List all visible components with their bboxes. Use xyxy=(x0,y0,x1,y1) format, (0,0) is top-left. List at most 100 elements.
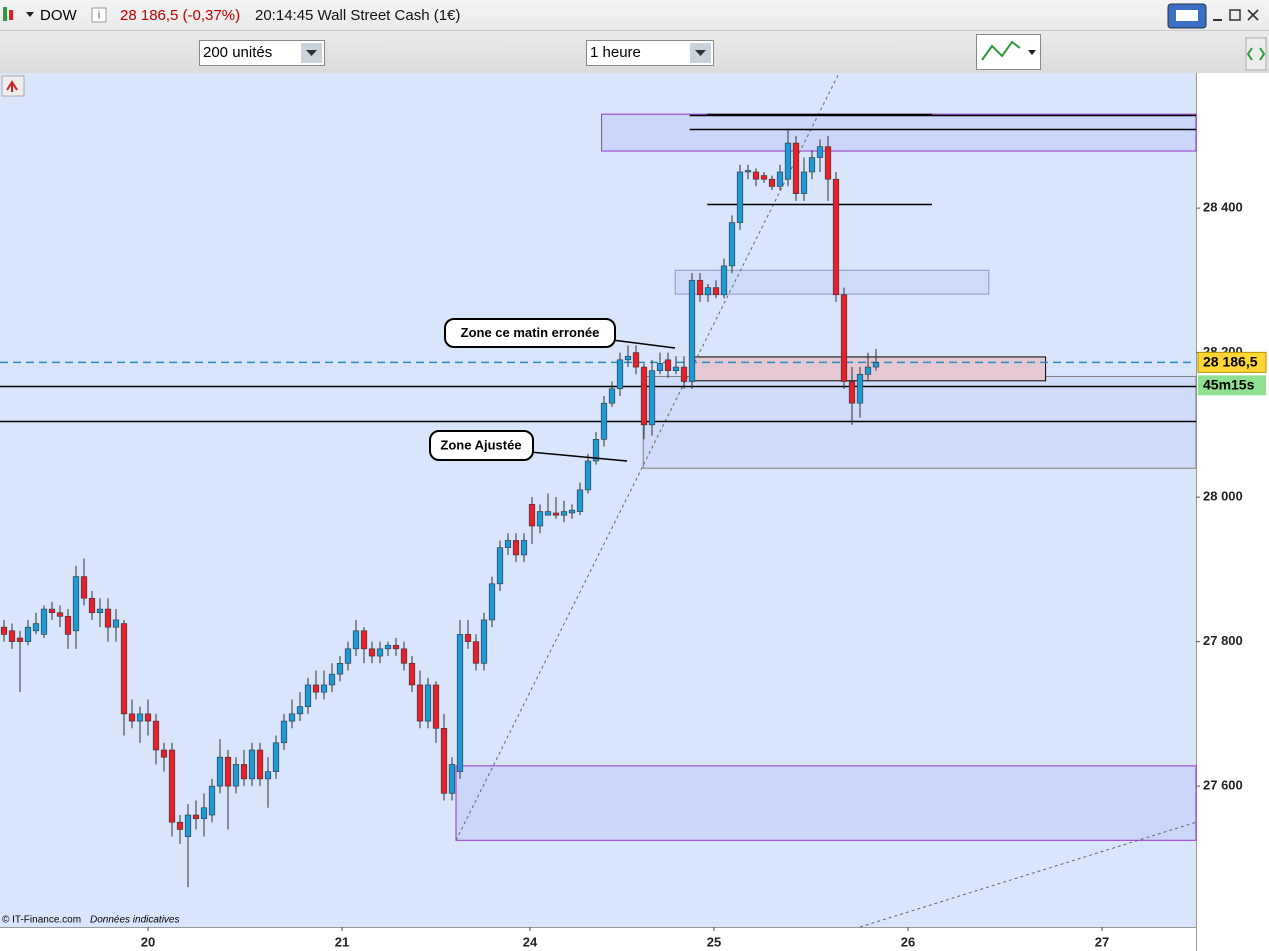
candle-body xyxy=(392,644,400,650)
dropdown-arrow[interactable] xyxy=(26,12,34,17)
annotation-box xyxy=(429,430,534,461)
candle-body xyxy=(728,222,736,267)
candle-body xyxy=(536,511,544,527)
icon xyxy=(981,40,1021,61)
candle-body xyxy=(816,146,824,158)
y-tick-label: 28 400 xyxy=(1203,200,1243,215)
candle-body xyxy=(152,720,160,751)
info-button[interactable] xyxy=(91,7,107,23)
candle-body xyxy=(616,359,624,390)
candle-body xyxy=(96,608,104,614)
candle-body xyxy=(416,684,424,722)
candle-body xyxy=(120,623,128,715)
price-label: 28 186,5 xyxy=(1203,354,1258,370)
icon xyxy=(3,7,7,21)
x-tick-label: 25 xyxy=(707,934,721,949)
candle-body xyxy=(808,157,816,173)
y-tick-label: 28 000 xyxy=(1203,489,1243,504)
candle-body xyxy=(784,142,792,180)
candle-body xyxy=(584,460,592,491)
icon xyxy=(6,80,18,92)
candle-body xyxy=(376,648,384,657)
period-label: 1 heure xyxy=(590,44,641,61)
candle-body xyxy=(72,576,80,632)
x-tick-label: 24 xyxy=(523,934,538,949)
candle-body xyxy=(248,749,256,780)
candle-body xyxy=(712,287,720,296)
candle-body xyxy=(264,771,272,780)
dropdown-arrow xyxy=(1028,50,1036,55)
timer: 45m15s xyxy=(1203,377,1255,393)
lines xyxy=(0,74,1197,928)
candle-body xyxy=(352,630,360,650)
dropdown-arrow xyxy=(695,50,706,56)
candle-body xyxy=(568,509,576,514)
candle-body xyxy=(312,684,320,693)
candle-body xyxy=(368,648,376,657)
icon xyxy=(9,10,13,20)
candle-body xyxy=(56,612,64,617)
symbol[interactable]: DOW xyxy=(40,7,78,24)
candle-body xyxy=(800,171,808,194)
candle-body xyxy=(456,634,464,772)
candle-body xyxy=(672,366,680,371)
quote: 28 186,5 (-0,37%) xyxy=(120,7,240,24)
candle-body xyxy=(168,749,176,823)
candle-body xyxy=(552,512,560,516)
candle-body xyxy=(280,720,288,744)
annotation-pointer xyxy=(529,451,628,462)
y-tick-label: 27 800 xyxy=(1203,633,1243,648)
candle-body xyxy=(360,630,368,650)
close[interactable] xyxy=(1247,9,1259,21)
candle-body xyxy=(744,170,752,173)
candle-body xyxy=(112,619,120,628)
side-button[interactable] xyxy=(1245,37,1267,71)
candle-body xyxy=(480,619,488,664)
candle-body xyxy=(824,146,832,180)
annotation: Zone Ajustée xyxy=(429,430,628,462)
candle-body xyxy=(48,608,56,614)
candle-body xyxy=(32,623,40,632)
candle-body xyxy=(176,821,184,830)
candles xyxy=(0,128,880,888)
y-tick-label: 27 600 xyxy=(1203,778,1243,793)
candle-body xyxy=(688,280,696,382)
candle-body xyxy=(440,728,448,794)
candle-body xyxy=(320,684,328,693)
candle-body xyxy=(432,684,440,729)
source: © IT-Finance.com xyxy=(2,915,81,926)
zone xyxy=(455,765,1197,841)
icon xyxy=(1246,47,1266,61)
dropdown-arrow xyxy=(306,50,317,56)
candle-body xyxy=(8,630,16,642)
trendline xyxy=(859,821,1197,928)
candle-body xyxy=(752,171,760,180)
x-tick-label: 27 xyxy=(1095,934,1109,949)
candle-body xyxy=(680,366,688,382)
candle-body xyxy=(856,373,864,404)
candle-body xyxy=(504,540,512,548)
candle-body xyxy=(296,706,304,715)
zone xyxy=(674,269,990,295)
candle-body xyxy=(424,684,432,722)
candle-body xyxy=(472,641,480,664)
maximize[interactable] xyxy=(1229,9,1241,21)
candle-body xyxy=(0,626,8,635)
candle-body xyxy=(512,540,520,556)
candle-body xyxy=(288,713,296,722)
candle-body xyxy=(64,616,72,635)
candle-body xyxy=(208,785,216,816)
candle-body xyxy=(464,634,472,642)
candle-body xyxy=(664,359,672,371)
candle-body xyxy=(144,713,152,722)
candle-body xyxy=(864,366,872,375)
candle-body xyxy=(240,764,248,780)
title-bar: DOW i 28 186,5 (-0,37%) 20:14:45 Wall St… xyxy=(3,3,1259,29)
candle-body xyxy=(216,756,224,787)
candle-body xyxy=(104,608,112,628)
annotation-text: Zone Ajustée xyxy=(440,437,521,452)
x-tick-label: 21 xyxy=(335,934,349,949)
candle-body xyxy=(600,402,608,440)
